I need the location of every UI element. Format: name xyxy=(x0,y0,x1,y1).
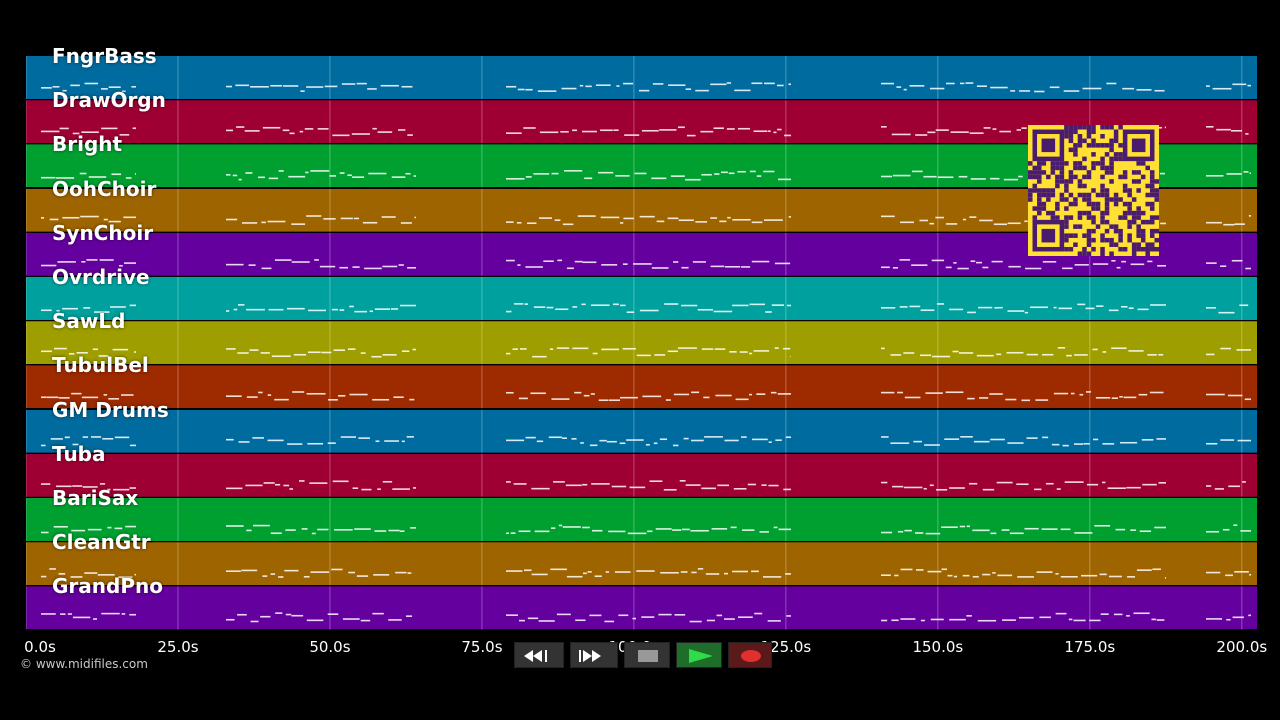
rewind-button[interactable] xyxy=(514,642,564,668)
play-button[interactable] xyxy=(676,642,722,668)
time-tick-label: 25.0s xyxy=(157,638,199,656)
fast-forward-button[interactable] xyxy=(570,642,618,668)
track-notes xyxy=(41,258,1251,270)
track-label: DrawOrgn xyxy=(52,88,166,113)
track-label: Tuba xyxy=(52,441,106,466)
track-notes xyxy=(41,347,1251,358)
time-tick-label: 150.0s xyxy=(912,638,964,656)
time-tick-label: 125.0s xyxy=(760,638,812,656)
track-notes xyxy=(41,435,1251,447)
track-label: CleanGtr xyxy=(52,530,151,555)
track-grandpno[interactable] xyxy=(26,586,1257,630)
copyright-text: © www.midifiles.com xyxy=(20,657,148,671)
stop-icon xyxy=(638,650,658,662)
record-icon xyxy=(741,650,761,662)
time-tick-label: 50.0s xyxy=(309,638,351,656)
track-label: FngrBass xyxy=(52,44,157,68)
track-label: GrandPno xyxy=(52,574,163,599)
rewind-icon xyxy=(524,650,547,662)
track-notes xyxy=(41,82,1251,93)
fast-forward-icon xyxy=(579,650,601,662)
track-label: OohChoir xyxy=(52,176,157,201)
track-label: Bright xyxy=(52,132,123,157)
track-label: SawLd xyxy=(52,309,126,334)
record-button[interactable] xyxy=(728,642,772,668)
qr-code-icon[interactable] xyxy=(1028,125,1159,256)
track-gm-drums[interactable] xyxy=(26,409,1257,453)
track-barisax[interactable] xyxy=(26,498,1257,541)
transport-controls xyxy=(512,642,772,668)
stop-button[interactable] xyxy=(624,642,670,668)
time-tick-label: 75.0s xyxy=(461,638,503,656)
track-ovrdrive[interactable] xyxy=(26,277,1257,320)
track-label: BariSax xyxy=(52,486,139,510)
track-tubulbel[interactable] xyxy=(26,365,1257,409)
track-label: SynChoir xyxy=(52,220,154,245)
time-tick-label: 200.0s xyxy=(1216,638,1268,656)
track-area xyxy=(26,56,1257,630)
time-tick-label: 0.0s xyxy=(24,638,56,656)
time-tick-label: 175.0s xyxy=(1064,638,1116,656)
track-tuba[interactable] xyxy=(26,453,1257,497)
track-notes xyxy=(41,479,1246,491)
track-notes xyxy=(41,303,1249,314)
track-sawld[interactable] xyxy=(26,321,1257,365)
track-notes xyxy=(41,524,1251,535)
track-notes xyxy=(41,612,1251,623)
track-label: TubulBel xyxy=(52,353,149,378)
track-label: GM Drums xyxy=(52,397,169,422)
track-notes xyxy=(41,568,1251,579)
track-label: Ovrdrive xyxy=(52,265,150,289)
track-fngrbass[interactable] xyxy=(26,56,1257,99)
track-cleangtr[interactable] xyxy=(26,542,1257,586)
track-notes xyxy=(41,391,1251,402)
play-icon xyxy=(689,649,713,663)
